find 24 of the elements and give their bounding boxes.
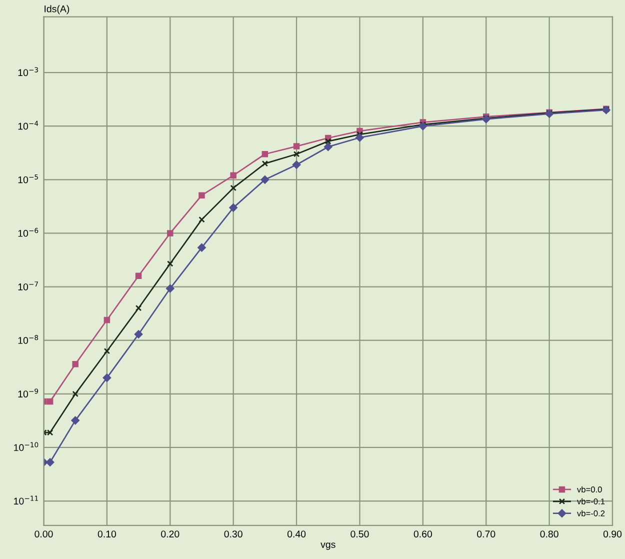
x-tick-label: 0.60 xyxy=(414,530,432,538)
x-tick-label: 0.30 xyxy=(224,530,242,538)
y-tick-label: 10$^{−8}$ xyxy=(18,335,38,344)
y-tick-label: 10$^{−6}$ xyxy=(18,228,38,237)
x-tick-label: 0.70 xyxy=(477,530,496,538)
x-tick-label: 0.40 xyxy=(287,530,306,538)
x-tick-label: 0.50 xyxy=(350,530,369,538)
y-axis-title: Ids(A) xyxy=(44,5,70,14)
legend-label: vb=-0.1 xyxy=(577,498,605,504)
x-axis-title: vgs xyxy=(320,542,336,550)
x-tick-label: 0.10 xyxy=(98,530,116,538)
y-tick-label: 10$^{−7}$ xyxy=(18,282,38,290)
legend-label: vb=-0.2 xyxy=(577,510,605,516)
x-tick-label: 0.80 xyxy=(540,530,558,538)
y-tick-label: 10$^{−10}$ xyxy=(14,442,38,452)
x-tick-label: 0.20 xyxy=(161,530,180,538)
y-tick-label: 10$^{−3}$ xyxy=(18,67,38,76)
y-tick-label: 10$^{−4}$ xyxy=(18,120,38,130)
legend-label: vb=0.0 xyxy=(577,486,602,492)
y-tick-label: 10$^{−11}$ xyxy=(14,496,38,505)
x-tick-label: 0.90 xyxy=(603,530,622,538)
x-tick-label: 0.00 xyxy=(34,530,53,538)
y-tick-label: 10$^{−9}$ xyxy=(18,388,38,398)
y-tick-label: 10$^{−5}$ xyxy=(18,174,38,184)
